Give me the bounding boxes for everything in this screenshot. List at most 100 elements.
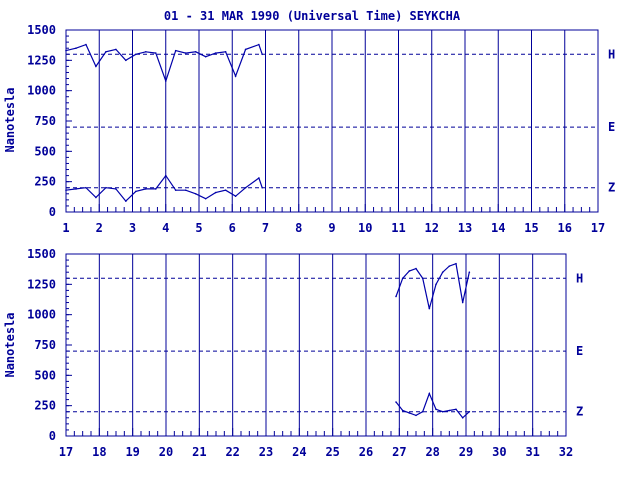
data-point xyxy=(204,197,207,200)
y-tick-label: 250 xyxy=(34,175,56,189)
data-point xyxy=(421,277,424,280)
y-tick-label: 500 xyxy=(34,144,56,158)
data-point xyxy=(184,52,187,54)
data-point xyxy=(441,271,444,274)
x-tick-label: 27 xyxy=(392,445,406,459)
data-point xyxy=(435,408,437,411)
chart-title: 01 - 31 MAR 1990 (Universal Time) SEYKCH… xyxy=(164,9,461,23)
data-point xyxy=(65,189,67,191)
data-point xyxy=(164,80,167,82)
data-point xyxy=(415,414,417,417)
x-tick-label: 23 xyxy=(259,445,273,459)
y-tick-label: 1000 xyxy=(27,84,56,98)
data-point xyxy=(395,401,397,403)
data-point xyxy=(224,51,227,53)
data-point xyxy=(258,43,260,46)
y-tick-label: 750 xyxy=(34,114,56,128)
component-label-e: E xyxy=(608,120,615,134)
data-point xyxy=(95,196,97,199)
x-tick-label: 21 xyxy=(192,445,206,459)
data-point xyxy=(244,48,247,51)
trace-h xyxy=(395,262,470,309)
x-tick-label: 22 xyxy=(225,445,239,459)
x-tick-label: 15 xyxy=(524,221,538,235)
data-point xyxy=(415,267,417,270)
data-point xyxy=(448,265,451,267)
data-point xyxy=(174,49,177,52)
data-point xyxy=(224,189,227,191)
data-point xyxy=(234,195,237,198)
x-tick-label: 28 xyxy=(425,445,439,459)
x-tick-label: 14 xyxy=(491,221,505,235)
data-point xyxy=(421,410,424,413)
data-point xyxy=(174,189,177,191)
bottom-panel: 17 18 19 20 21 22 23 24 25 26 27 28 29 30 31 32 0 250 500 7… xyxy=(27,247,583,459)
y-tick-label: 1250 xyxy=(27,277,56,291)
data-point xyxy=(441,410,444,413)
data-point xyxy=(435,283,437,286)
data-point xyxy=(408,270,411,272)
x-tick-label: 30 xyxy=(492,445,506,459)
x-tick-label: 26 xyxy=(359,445,373,459)
x-tick-label: 2 xyxy=(96,221,103,235)
x-tick-label: 6 xyxy=(229,221,236,235)
data-point xyxy=(214,52,217,54)
data-point xyxy=(125,59,127,62)
y-tick-label: 0 xyxy=(49,429,56,443)
x-tick-label: 25 xyxy=(325,445,339,459)
data-point xyxy=(154,188,157,190)
x-tick-label: 32 xyxy=(559,445,573,459)
top-panel: 1 2 3 4 5 6 7 8 9 10 11 12 13 14 15 16 17025050075010001… xyxy=(27,23,615,235)
data-point xyxy=(115,188,117,190)
y-tick-label: 1500 xyxy=(27,247,56,261)
data-point xyxy=(214,191,217,194)
data-point xyxy=(154,52,157,54)
x-tick-label: 11 xyxy=(391,221,405,235)
data-point xyxy=(261,53,263,56)
data-point xyxy=(105,51,107,53)
data-point xyxy=(461,417,464,419)
data-point xyxy=(75,188,77,190)
data-point xyxy=(85,186,87,189)
x-tick-label: 12 xyxy=(425,221,439,235)
x-tick-label: 5 xyxy=(195,221,202,235)
data-point xyxy=(184,189,187,191)
x-tick-label: 4 xyxy=(162,221,169,235)
x-tick-label: 16 xyxy=(558,221,572,235)
data-point xyxy=(401,409,404,412)
y-tick-label: 1000 xyxy=(27,308,56,322)
data-point xyxy=(145,51,147,53)
data-point xyxy=(258,177,260,179)
component-label-z: Z xyxy=(608,181,615,195)
y-tick-label: 750 xyxy=(34,338,56,352)
data-point xyxy=(135,53,137,56)
data-point xyxy=(164,174,167,177)
data-point xyxy=(448,409,451,412)
x-tick-label: 10 xyxy=(358,221,372,235)
y-tick-label: 500 xyxy=(34,368,56,382)
data-point xyxy=(194,193,197,195)
data-point xyxy=(135,190,137,193)
data-point xyxy=(468,271,471,274)
data-point xyxy=(95,65,97,68)
y-tick-label: 1250 xyxy=(27,53,56,67)
x-tick-label: 17 xyxy=(59,445,73,459)
data-point xyxy=(115,48,117,51)
data-point xyxy=(395,295,397,298)
data-point xyxy=(194,51,197,53)
y-tick-label: 1500 xyxy=(27,23,56,37)
data-point xyxy=(428,307,431,310)
data-point xyxy=(244,186,247,189)
data-point xyxy=(455,262,457,265)
data-point xyxy=(105,186,107,189)
y-tick-label: 0 xyxy=(49,205,56,219)
x-tick-label: 20 xyxy=(159,445,173,459)
plot-frame xyxy=(65,253,567,437)
data-point xyxy=(468,410,471,413)
data-point xyxy=(461,301,464,304)
x-tick-label: 31 xyxy=(525,445,539,459)
component-label-e: E xyxy=(576,344,583,358)
trace-z xyxy=(395,391,470,419)
x-tick-label: 19 xyxy=(125,445,139,459)
